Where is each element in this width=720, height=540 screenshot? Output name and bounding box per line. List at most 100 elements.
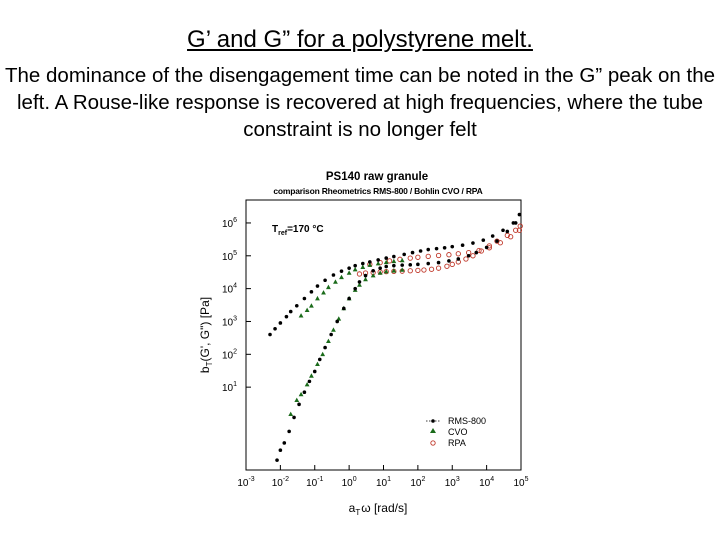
data-point-rms800 bbox=[357, 280, 362, 284]
temperature-annotation: Tref=170 °C bbox=[272, 224, 324, 237]
data-point-rms800 bbox=[353, 263, 357, 268]
data-point-rms800 bbox=[371, 268, 375, 273]
slide-body-text: The dominance of the disengagement time … bbox=[5, 64, 715, 141]
data-point-cvo bbox=[315, 295, 320, 301]
data-point-rms800 bbox=[434, 246, 439, 251]
chart-subtitle: comparison Rheometrics RMS-800 / Bohlin … bbox=[273, 186, 482, 196]
data-point-rms800 bbox=[361, 261, 365, 266]
data-point-rms800 bbox=[317, 357, 322, 362]
data-point-cvo bbox=[339, 274, 344, 280]
data-point-rms800 bbox=[368, 260, 372, 264]
data-point-rms800 bbox=[288, 309, 293, 314]
data-point-cvo bbox=[391, 268, 397, 273]
data-point-rpa bbox=[470, 253, 476, 259]
data-point-rms800 bbox=[323, 278, 327, 283]
data-point-rpa bbox=[421, 267, 427, 273]
data-point-rms800 bbox=[402, 252, 406, 257]
x-tick-label: 10-2 bbox=[272, 476, 289, 489]
data-point-rms800 bbox=[505, 229, 510, 234]
data-point-cvo bbox=[346, 270, 352, 275]
data-point-rms800 bbox=[384, 256, 389, 260]
data-point-rms800 bbox=[517, 212, 522, 217]
legend-label-rms800: RMS-800 bbox=[448, 416, 486, 426]
data-point-rms800 bbox=[294, 304, 299, 308]
data-point-rms800 bbox=[273, 326, 277, 331]
data-point-cvo bbox=[309, 303, 314, 308]
data-point-cvo bbox=[377, 270, 383, 275]
data-point-cvo bbox=[399, 257, 405, 263]
data-point-rpa bbox=[497, 240, 503, 246]
data-point-rpa bbox=[478, 248, 484, 254]
data-point-rms800 bbox=[284, 314, 289, 319]
legend-item-rms800: RMS-800 bbox=[426, 416, 486, 426]
y-axis-label: bT(G', G") [Pa] bbox=[198, 297, 214, 373]
data-point-rpa bbox=[386, 258, 393, 264]
x-tick-label: 101 bbox=[376, 476, 391, 489]
data-point-cvo bbox=[298, 313, 304, 318]
data-point-rms800 bbox=[436, 260, 441, 265]
data-point-cvo bbox=[360, 264, 366, 269]
data-point-rms800 bbox=[392, 263, 396, 268]
data-point-rms800 bbox=[384, 264, 389, 269]
legend-label-rpa: RPA bbox=[448, 438, 466, 448]
data-point-rms800 bbox=[323, 345, 327, 350]
data-point-cvo bbox=[326, 338, 331, 344]
data-point-cvo bbox=[383, 269, 389, 274]
data-point-rms800 bbox=[347, 266, 351, 270]
data-point-rms800 bbox=[342, 306, 346, 311]
data-point-rms800 bbox=[302, 296, 307, 301]
chart-title: PS140 raw granule bbox=[326, 171, 428, 183]
x-tick-label: 10-3 bbox=[237, 476, 254, 489]
data-point-rms800 bbox=[501, 228, 505, 233]
data-point-cvo bbox=[294, 397, 300, 403]
data-point-cvo bbox=[320, 351, 326, 357]
data-point-rms800 bbox=[474, 250, 479, 255]
data-point-rms800 bbox=[447, 259, 451, 263]
data-point-rpa bbox=[407, 255, 413, 261]
data-point-rms800 bbox=[490, 234, 495, 238]
data-point-rms800 bbox=[460, 243, 465, 248]
data-point-cvo bbox=[288, 411, 294, 417]
data-point-cvo bbox=[336, 316, 342, 321]
y-axis-ticks: 101 102 103 104 105 106 bbox=[222, 217, 251, 394]
data-point-rms800 bbox=[416, 262, 420, 267]
data-point-rpa bbox=[428, 266, 435, 272]
legend-item-rpa: RPA bbox=[430, 438, 466, 448]
data-point-cvo bbox=[321, 290, 326, 295]
data-point-cvo bbox=[352, 266, 358, 272]
data-point-rms800 bbox=[297, 402, 301, 407]
data-points bbox=[268, 212, 523, 462]
data-point-cvo bbox=[363, 276, 368, 282]
data-point-cvo bbox=[326, 284, 331, 290]
data-point-cvo bbox=[333, 279, 338, 284]
data-point-rpa bbox=[415, 267, 421, 274]
y-tick-label: 103 bbox=[222, 315, 237, 328]
data-point-rms800 bbox=[275, 458, 279, 462]
data-point-cvo bbox=[357, 282, 362, 287]
data-point-rms800 bbox=[456, 257, 461, 261]
x-tick-label: 104 bbox=[479, 476, 494, 489]
data-point-rpa bbox=[415, 254, 421, 260]
data-point-rms800 bbox=[426, 247, 431, 252]
x-tick-label: 103 bbox=[445, 476, 460, 489]
data-point-rpa bbox=[425, 253, 431, 260]
data-point-rms800 bbox=[450, 244, 455, 249]
data-point-rms800 bbox=[410, 250, 415, 255]
data-point-rpa bbox=[517, 223, 523, 229]
y-tick-label: 106 bbox=[222, 217, 237, 230]
data-point-rms800 bbox=[484, 245, 489, 250]
data-point-rpa bbox=[516, 227, 523, 233]
data-point-rms800 bbox=[339, 269, 344, 273]
data-point-rms800 bbox=[376, 258, 380, 262]
data-point-rpa bbox=[508, 234, 514, 240]
data-point-rms800 bbox=[426, 261, 431, 266]
data-point-rms800 bbox=[481, 238, 486, 242]
data-point-rms800 bbox=[442, 246, 447, 250]
data-point-cvo bbox=[315, 361, 320, 366]
legend-item-cvo: CVO bbox=[430, 427, 468, 437]
data-point-cvo bbox=[370, 272, 376, 278]
data-point-rms800 bbox=[378, 266, 382, 270]
x-axis-ticks: 10-3 10-2 10-1 100 101 102 103 104 105 bbox=[237, 465, 529, 489]
data-point-rms800 bbox=[287, 429, 291, 434]
